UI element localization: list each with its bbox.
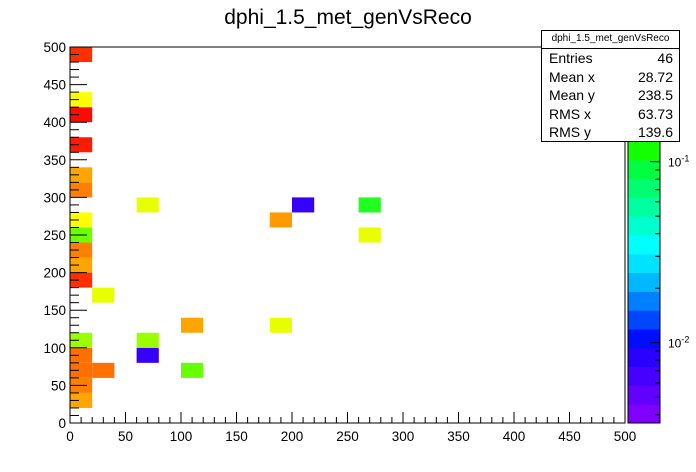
x-tick-label: 450 (558, 429, 581, 444)
x-tick-label: 50 (118, 429, 133, 444)
x-tick-label: 150 (225, 429, 248, 444)
heatmap-bin (136, 332, 159, 348)
palette-cell (628, 291, 660, 311)
x-tick-label: 100 (170, 429, 193, 444)
palette-cell (628, 141, 660, 161)
heatmap-bin (136, 197, 159, 213)
stats-value: 139.6 (637, 124, 673, 141)
heatmap-bin (358, 227, 381, 243)
stats-rows: Entries 46 Mean x 28.72 Mean y 238.5 RMS x 63.7… (542, 49, 679, 142)
palette-cell (628, 347, 660, 368)
stats-value: 28.72 (637, 68, 673, 85)
heatmap-bin (70, 242, 93, 258)
stats-box: dphi_1.5_met_genVsReco Entries 46 Mean x 28… (541, 30, 680, 142)
heatmap-bin (292, 197, 315, 213)
x-tick-label: 300 (392, 429, 415, 444)
x-tick-label: 400 (503, 429, 526, 444)
heatmap-bin (269, 317, 292, 333)
stats-label: Mean y (549, 87, 595, 104)
y-tick-label: 0 (58, 416, 66, 431)
stats-title: dphi_1.5_met_genVsReco (542, 31, 679, 49)
stats-value: 238.5 (637, 87, 673, 104)
z-tick-label: 10-1 (668, 154, 689, 170)
palette-cell (628, 385, 660, 405)
heatmap-bin (70, 212, 93, 228)
palette-cell (628, 366, 660, 386)
y-tick-label: 300 (43, 190, 66, 205)
stats-label: RMS y (549, 124, 591, 141)
x-tick-label: 500 (614, 429, 637, 444)
stats-row: Mean x 28.72 (542, 68, 679, 87)
z-tick-label: 10-2 (668, 335, 689, 351)
heatmap-bin (181, 362, 204, 378)
stats-label: RMS x (549, 105, 591, 122)
palette-cell (628, 235, 660, 255)
stats-row: Mean y 238.5 (542, 86, 679, 105)
y-tick-label: 250 (43, 228, 66, 243)
y-tick-label: 450 (43, 78, 66, 93)
stats-row: RMS y 139.6 (542, 123, 679, 142)
palette-cell (628, 197, 660, 217)
heatmap-bin (92, 287, 115, 303)
y-tick-label: 150 (43, 303, 66, 318)
heatmap-bin (70, 92, 93, 108)
palette-cell (628, 253, 660, 274)
heatmap-bin (70, 137, 93, 153)
heatmap-bin (70, 182, 93, 198)
z-axis: 10-1 10-2 (650, 52, 689, 416)
y-tick-label: 50 (51, 378, 66, 393)
stats-row: Entries 46 (542, 49, 679, 68)
chart-title: dphi_1.5_met_genVsReco (224, 6, 472, 29)
y-axis: 0 50 100 150 200 250 300 350 400 450 500 (43, 40, 87, 431)
y-tick-label: 100 (43, 341, 66, 356)
x-tick-label: 200 (281, 429, 304, 444)
palette-cell (628, 310, 660, 330)
heatmap-bin (70, 332, 93, 348)
palette-cell (628, 178, 660, 198)
heatmap-bin (70, 392, 93, 408)
stats-value: 46 (657, 50, 673, 66)
heatmap-bin (70, 257, 93, 273)
heatmap-bin (92, 362, 115, 378)
stats-row: RMS x 63.73 (542, 105, 679, 124)
palette-cell (628, 216, 660, 236)
heatmap-bin (70, 347, 93, 363)
y-tick-label: 200 (43, 266, 66, 281)
palette-cell (628, 159, 660, 180)
y-tick-label: 500 (43, 40, 66, 55)
x-tick-label: 250 (336, 429, 359, 444)
x-axis: 0 50 100 150 200 250 300 350 400 450 500 (66, 412, 636, 444)
heatmap-bin (70, 167, 93, 183)
heatmap-bin (70, 272, 93, 288)
palette-cell (628, 272, 660, 292)
heatmap-bins (70, 47, 381, 408)
heatmap-bin (358, 197, 381, 213)
palette-cell (628, 329, 660, 349)
palette-cell (628, 404, 660, 424)
stats-label: Entries (549, 50, 593, 66)
stats-label: Mean x (549, 68, 595, 85)
x-tick-label: 350 (447, 429, 470, 444)
y-tick-label: 400 (43, 115, 66, 130)
x-tick-label: 0 (66, 429, 74, 444)
heatmap-bin (269, 212, 292, 228)
heatmap-bin (70, 107, 93, 123)
heatmap-bin (70, 47, 93, 63)
stats-value: 63.73 (637, 105, 673, 122)
heatmap-bin (181, 317, 204, 333)
heatmap-bin (136, 347, 159, 363)
y-tick-label: 350 (43, 153, 66, 168)
heatmap-bin (70, 362, 93, 378)
